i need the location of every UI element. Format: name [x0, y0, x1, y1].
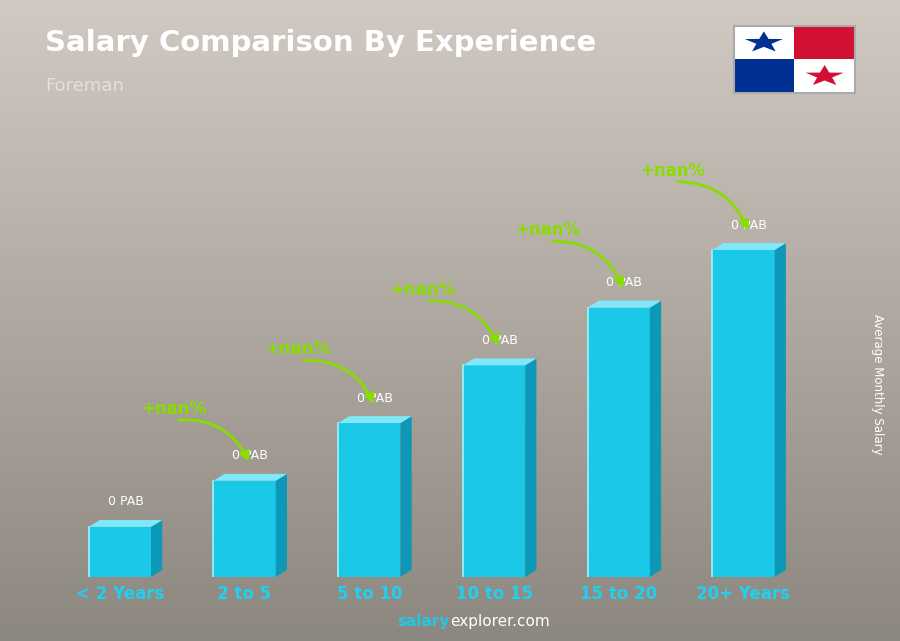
Bar [712, 250, 775, 577]
Polygon shape [712, 243, 786, 250]
Bar [794, 60, 855, 93]
Text: 0 PAB: 0 PAB [107, 495, 143, 508]
Text: Salary Comparison By Experience: Salary Comparison By Experience [45, 29, 596, 57]
Polygon shape [151, 520, 162, 577]
Polygon shape [806, 65, 843, 85]
Polygon shape [588, 301, 662, 308]
Bar [213, 481, 275, 577]
Bar [463, 365, 526, 577]
Text: 0 PAB: 0 PAB [482, 334, 517, 347]
Text: 0 PAB: 0 PAB [607, 276, 643, 289]
Bar [734, 60, 794, 93]
Polygon shape [463, 358, 536, 365]
Text: +nan%: +nan% [640, 162, 705, 179]
Bar [734, 26, 794, 60]
Polygon shape [745, 31, 783, 51]
Text: explorer.com: explorer.com [450, 615, 550, 629]
Polygon shape [650, 301, 662, 577]
Bar [794, 26, 855, 60]
Polygon shape [526, 358, 536, 577]
Polygon shape [338, 416, 411, 423]
Text: 0 PAB: 0 PAB [731, 219, 767, 231]
Text: +nan%: +nan% [391, 281, 455, 299]
Text: 0 PAB: 0 PAB [232, 449, 268, 462]
Text: Average Monthly Salary: Average Monthly Salary [871, 314, 884, 455]
Polygon shape [89, 520, 162, 527]
Bar [588, 308, 650, 577]
Text: +nan%: +nan% [141, 400, 206, 418]
Text: 0 PAB: 0 PAB [357, 392, 392, 404]
Polygon shape [400, 416, 411, 577]
Text: salary: salary [398, 615, 450, 629]
Bar [89, 527, 151, 577]
Text: +nan%: +nan% [266, 340, 331, 358]
Polygon shape [275, 474, 287, 577]
Polygon shape [775, 243, 786, 577]
Bar [338, 423, 400, 577]
Text: +nan%: +nan% [515, 221, 580, 239]
Text: Foreman: Foreman [45, 77, 124, 95]
Polygon shape [213, 474, 287, 481]
